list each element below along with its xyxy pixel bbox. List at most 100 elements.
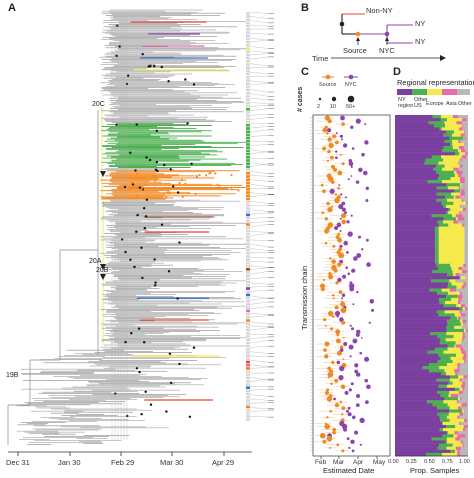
prop-segment (458, 115, 468, 119)
strip-cell (246, 37, 250, 41)
prop-segment (458, 375, 464, 379)
prop-segment (449, 279, 456, 283)
fan-line (249, 306, 269, 309)
prop-segment (438, 239, 465, 243)
prop-segment (395, 217, 444, 221)
strip-cell (246, 72, 250, 76)
prop-segment (444, 369, 455, 373)
prop-segment (395, 201, 442, 206)
prop-segment (464, 242, 468, 246)
panel-d-tick-label: 0.50 (424, 459, 435, 465)
chain-nyc-point (361, 152, 365, 157)
panel-a-tick-label: Apr 29 (212, 458, 235, 467)
prop-segment (438, 235, 465, 240)
prop-segment (436, 186, 448, 190)
tree-node (198, 174, 201, 177)
prop-segment (395, 177, 438, 181)
chain-source-point (334, 140, 339, 145)
chain-nyc-point (366, 384, 371, 390)
fan-line (249, 327, 269, 331)
label-source: Source (343, 46, 367, 55)
fan-line (249, 53, 269, 56)
prop-segment (456, 285, 462, 289)
panel-d-tick-label: 1.00 (459, 459, 470, 465)
chain-source-point (320, 183, 324, 187)
chain-nyc-point (354, 363, 359, 368)
fan-line (249, 126, 269, 129)
strip-cell (246, 386, 250, 389)
strip-cell (246, 140, 250, 143)
strip-cell (246, 21, 250, 25)
prop-segment (454, 431, 459, 435)
prop-segment (451, 282, 464, 286)
chain-source-point (341, 162, 345, 166)
panel-b-letter: B (301, 2, 309, 14)
prop-segment (395, 208, 449, 212)
strip-cell (246, 117, 250, 121)
chain-nyc-point (358, 167, 363, 173)
prop-segment (461, 155, 467, 159)
chain-source-point (324, 228, 330, 234)
tree-node (169, 168, 172, 171)
chain-source-point (321, 211, 325, 215)
fan-line (249, 325, 269, 327)
prop-segment (458, 316, 461, 320)
chain-nyc-point (333, 397, 336, 401)
prop-segment (464, 142, 466, 147)
tree-node (138, 186, 142, 189)
chain-source-point (330, 155, 334, 160)
chain-nyc-point (336, 315, 339, 318)
fan-line (249, 192, 269, 195)
fan-line (249, 231, 269, 233)
chain-source-point (326, 416, 329, 419)
tree-node (178, 241, 181, 244)
chain-nyc-point (341, 138, 343, 141)
tree-node (195, 175, 198, 178)
fan-line (249, 277, 269, 279)
strip-cell (246, 316, 250, 319)
chain-nyc-point (368, 321, 371, 324)
prop-segment (438, 229, 465, 233)
prop-segment (464, 133, 468, 137)
prop-segment (437, 390, 450, 395)
chain-source-point (326, 159, 329, 162)
tree-node (129, 151, 132, 154)
prop-segment (462, 127, 468, 131)
chain-nyc-point (364, 378, 369, 383)
legend-swatch-asia (442, 89, 457, 95)
prop-segment (456, 121, 462, 125)
prop-segment (436, 164, 445, 168)
tree-node (167, 270, 171, 273)
prop-segment (464, 239, 468, 243)
chain-source-point (334, 305, 339, 310)
tree-node (149, 403, 153, 406)
strip-cell (246, 332, 250, 335)
fan-line (249, 11, 269, 14)
prop-segment (447, 273, 454, 277)
strip-cell (246, 405, 250, 409)
fan-line (249, 194, 269, 198)
prop-segment (461, 173, 468, 178)
prop-segment (395, 412, 438, 416)
prop-segment (395, 189, 455, 193)
prop-segment (462, 409, 464, 413)
strip-cell (246, 92, 250, 95)
chain-nyc-point (348, 388, 352, 392)
tree-node (186, 122, 189, 125)
tree-node (237, 189, 240, 192)
chain-source-point (340, 307, 347, 314)
chain-nyc-point (339, 217, 342, 220)
prop-segment (450, 394, 459, 398)
fan-line (249, 20, 269, 24)
prop-segment (460, 139, 468, 144)
fan-line (249, 37, 269, 41)
fan-line (249, 355, 269, 357)
prop-segment (395, 118, 441, 122)
chain-nyc-point (347, 406, 351, 410)
strip-cell (246, 146, 250, 149)
chain-source-point (341, 122, 345, 126)
tree-node (194, 192, 197, 195)
prop-segment (455, 437, 461, 441)
prop-segment (463, 409, 465, 413)
